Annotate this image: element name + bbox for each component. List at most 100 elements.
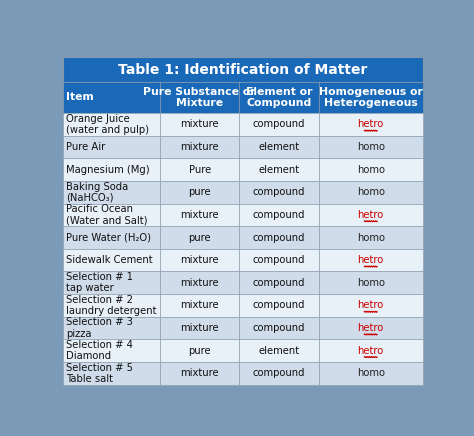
Text: element: element [258,346,300,356]
Bar [160,158,239,181]
Bar [160,317,239,339]
Bar [239,339,319,362]
Bar [239,82,319,113]
Bar [239,181,319,204]
Bar [319,136,423,158]
Text: compound: compound [253,232,305,242]
Text: mixture: mixture [181,278,219,288]
Bar [63,272,160,294]
Bar [63,294,160,317]
Text: compound: compound [253,187,305,197]
Text: Pure: Pure [189,165,211,174]
Text: homo: homo [357,165,385,174]
Text: homo: homo [357,187,385,197]
Bar [63,226,160,249]
Bar [160,136,239,158]
Bar [239,158,319,181]
Bar [239,249,319,272]
Text: pure: pure [188,232,211,242]
Text: element: element [258,142,300,152]
Text: Baking Soda
(NaHCO₃): Baking Soda (NaHCO₃) [66,182,128,203]
Text: Pure Air: Pure Air [66,142,105,152]
Bar [63,249,160,272]
Bar [160,339,239,362]
Text: mixture: mixture [181,368,219,378]
Bar [319,158,423,181]
Text: Magnesium (Mg): Magnesium (Mg) [66,165,149,174]
Text: compound: compound [253,323,305,333]
Bar [160,362,239,385]
Text: Selection # 4
Diamond: Selection # 4 Diamond [66,340,133,361]
Text: Table 1: Identification of Matter: Table 1: Identification of Matter [118,63,368,77]
Bar [160,82,239,113]
Bar [63,158,160,181]
Bar [319,204,423,226]
Text: Orange Juice
(water and pulp): Orange Juice (water and pulp) [66,114,149,135]
Bar [319,317,423,339]
Text: hetro: hetro [357,300,384,310]
Text: Element or
Compound: Element or Compound [246,87,312,108]
Text: pure: pure [188,187,211,197]
Text: mixture: mixture [181,142,219,152]
Text: hetro: hetro [357,255,384,265]
Bar [239,362,319,385]
Bar [239,226,319,249]
Bar [63,317,160,339]
Text: compound: compound [253,278,305,288]
Bar [63,136,160,158]
Bar [239,136,319,158]
Bar [63,204,160,226]
Text: mixture: mixture [181,210,219,220]
Text: Sidewalk Cement: Sidewalk Cement [66,255,153,265]
Bar [239,294,319,317]
Text: hetro: hetro [357,210,384,220]
Text: hetro: hetro [357,346,384,356]
Text: element: element [258,165,300,174]
Bar [319,249,423,272]
Text: Pure Substance or
Mixture: Pure Substance or Mixture [144,87,256,108]
Bar [63,113,160,136]
Text: Selection # 2
laundry detergent: Selection # 2 laundry detergent [66,295,156,316]
Bar [160,113,239,136]
Text: Pure Water (H₂O): Pure Water (H₂O) [66,232,151,242]
Text: homo: homo [357,368,385,378]
Text: homo: homo [357,142,385,152]
Bar [63,339,160,362]
Bar [239,113,319,136]
Bar [160,181,239,204]
Text: compound: compound [253,210,305,220]
Text: homo: homo [357,278,385,288]
Bar [319,362,423,385]
Text: mixture: mixture [181,300,219,310]
Text: hetro: hetro [357,323,384,333]
Bar [63,362,160,385]
Text: Item: Item [66,92,93,102]
Bar [63,58,423,82]
Text: mixture: mixture [181,323,219,333]
Text: Pacific Ocean
(Water and Salt): Pacific Ocean (Water and Salt) [66,204,147,225]
Text: Homogeneous or
Heterogeneous: Homogeneous or Heterogeneous [319,87,423,108]
Bar [319,113,423,136]
Text: pure: pure [188,346,211,356]
Bar [160,294,239,317]
Bar [160,204,239,226]
Bar [319,226,423,249]
Text: Selection # 1
tap water: Selection # 1 tap water [66,272,133,293]
Bar [160,249,239,272]
Text: compound: compound [253,119,305,129]
Bar [63,82,160,113]
Bar [63,181,160,204]
Text: compound: compound [253,368,305,378]
Bar [319,181,423,204]
Bar [319,272,423,294]
Text: Selection # 5
Table salt: Selection # 5 Table salt [66,363,133,384]
Text: mixture: mixture [181,119,219,129]
Bar [239,204,319,226]
Bar [319,339,423,362]
Bar [319,294,423,317]
Bar [160,226,239,249]
Bar [319,82,423,113]
Text: compound: compound [253,255,305,265]
Text: homo: homo [357,232,385,242]
Bar [239,272,319,294]
